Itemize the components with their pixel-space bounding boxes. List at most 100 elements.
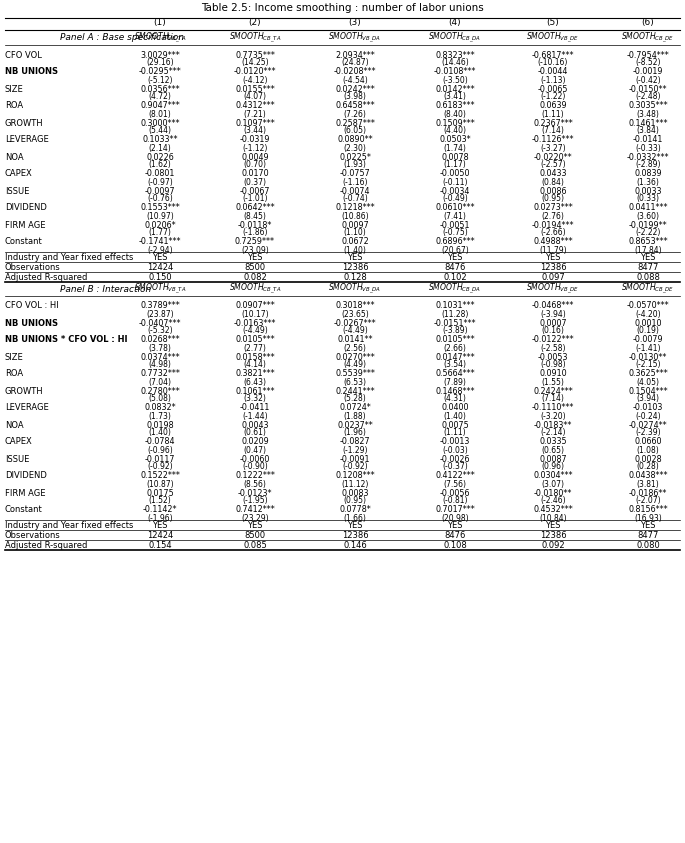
Text: (3.32): (3.32) (244, 395, 266, 404)
Text: 0.1033**: 0.1033** (142, 136, 177, 144)
Text: 0.0225*: 0.0225* (339, 153, 371, 162)
Text: 0.1461***: 0.1461*** (628, 119, 668, 127)
Text: 0.0206*: 0.0206* (144, 221, 176, 229)
Text: (-3.27): (-3.27) (540, 143, 566, 153)
Text: CAPEX: CAPEX (5, 169, 33, 179)
Text: (8.45): (8.45) (244, 212, 266, 221)
Text: 0.8156***: 0.8156*** (628, 506, 668, 514)
Text: (7.14): (7.14) (542, 395, 564, 404)
Text: -0.0141: -0.0141 (633, 136, 663, 144)
Text: (2.56): (2.56) (344, 343, 366, 352)
Text: 8476: 8476 (445, 262, 466, 271)
Text: (3.78): (3.78) (149, 343, 171, 352)
Text: (4.07): (4.07) (243, 93, 266, 101)
Text: 0.0142***: 0.0142*** (435, 84, 475, 94)
Text: (1.11): (1.11) (444, 428, 466, 438)
Text: 0.2441***: 0.2441*** (335, 386, 375, 395)
Text: (-4.49): (-4.49) (342, 326, 368, 336)
Text: (3.48): (3.48) (636, 110, 660, 119)
Text: ISSUE: ISSUE (5, 186, 29, 196)
Text: (-0.33): (-0.33) (635, 143, 661, 153)
Text: 0.0033: 0.0033 (634, 186, 662, 196)
Text: YES: YES (640, 253, 656, 261)
Text: (2): (2) (249, 19, 261, 28)
Text: 0.8323***: 0.8323*** (435, 51, 475, 60)
Text: (-0.75): (-0.75) (442, 228, 468, 238)
Text: 8477: 8477 (637, 262, 659, 271)
Text: FIRM AGE: FIRM AGE (5, 488, 45, 497)
Text: (1.17): (1.17) (444, 160, 466, 169)
Text: 0.7259***: 0.7259*** (235, 238, 275, 246)
Text: -0.0053: -0.0053 (538, 352, 569, 362)
Text: 0.0778*: 0.0778* (339, 506, 371, 514)
Text: 0.1504***: 0.1504*** (628, 386, 668, 395)
Text: (0.47): (0.47) (243, 445, 266, 454)
Text: (24.87): (24.87) (341, 58, 369, 67)
Text: (-1.22): (-1.22) (540, 93, 566, 101)
Text: (5.44): (5.44) (149, 126, 171, 136)
Text: (3.54): (3.54) (443, 361, 466, 369)
Text: 0.0356***: 0.0356*** (140, 84, 179, 94)
Text: 0.3789***: 0.3789*** (140, 302, 180, 310)
Text: (-0.11): (-0.11) (443, 178, 468, 186)
Text: (23.87): (23.87) (146, 309, 174, 319)
Text: 0.0610***: 0.0610*** (435, 203, 475, 212)
Text: 0.2424***: 0.2424*** (533, 386, 573, 395)
Text: (-3.89): (-3.89) (443, 326, 468, 336)
Text: -0.0801: -0.0801 (145, 169, 175, 179)
Text: -0.1741***: -0.1741*** (139, 238, 182, 246)
Text: (-1.01): (-1.01) (242, 195, 268, 203)
Text: 8476: 8476 (445, 530, 466, 540)
Text: 0.080: 0.080 (636, 540, 660, 550)
Text: 0.0411***: 0.0411*** (628, 203, 668, 212)
Text: (1.40): (1.40) (149, 428, 171, 438)
Text: Constant: Constant (5, 238, 42, 246)
Text: (1.93): (1.93) (344, 160, 366, 169)
Text: NB UNIONS: NB UNIONS (5, 319, 58, 327)
Text: (-3.20): (-3.20) (540, 411, 566, 421)
Text: YES: YES (152, 520, 168, 529)
Text: NB UNIONS: NB UNIONS (5, 67, 58, 77)
Text: 0.0075: 0.0075 (441, 421, 469, 429)
Text: 0.0198: 0.0198 (146, 421, 174, 429)
Text: (3.81): (3.81) (636, 480, 660, 488)
Text: (3.44): (3.44) (243, 126, 266, 136)
Text: (0.37): (0.37) (243, 178, 266, 186)
Text: (6.05): (6.05) (343, 126, 366, 136)
Text: 0.0175: 0.0175 (146, 488, 174, 497)
Text: -0.1110***: -0.1110*** (532, 404, 574, 412)
Text: (3.98): (3.98) (344, 93, 366, 101)
Text: -0.0117: -0.0117 (145, 454, 175, 464)
Text: -0.0468***: -0.0468*** (532, 302, 574, 310)
Text: (6.53): (6.53) (343, 378, 366, 386)
Text: -0.0122***: -0.0122*** (532, 336, 574, 345)
Text: (23.29): (23.29) (241, 513, 269, 523)
Text: DIVIDEND: DIVIDEND (5, 203, 47, 212)
Text: 0.0226: 0.0226 (146, 153, 174, 162)
Text: -0.0220**: -0.0220** (534, 153, 572, 162)
Text: 0.0832*: 0.0832* (144, 404, 176, 412)
Text: (-2.22): (-2.22) (635, 228, 661, 238)
Text: (4.40): (4.40) (443, 126, 466, 136)
Text: 0.0242***: 0.0242*** (335, 84, 375, 94)
Text: (-0.37): (-0.37) (442, 463, 468, 471)
Text: (-8.52): (-8.52) (635, 58, 661, 67)
Text: (3): (3) (349, 19, 362, 28)
Text: (3.84): (3.84) (636, 126, 660, 136)
Text: -0.6817***: -0.6817*** (532, 51, 574, 60)
Text: (10.87): (10.87) (146, 480, 174, 488)
Text: 0.5539***: 0.5539*** (335, 369, 375, 379)
Text: 0.128: 0.128 (343, 272, 367, 282)
Text: -0.0183**: -0.0183** (534, 421, 572, 429)
Text: (23.65): (23.65) (341, 309, 369, 319)
Text: (4.31): (4.31) (444, 395, 466, 404)
Text: (1.73): (1.73) (149, 411, 171, 421)
Text: (1.77): (1.77) (149, 228, 171, 238)
Text: 0.085: 0.085 (243, 540, 267, 550)
Text: (-4.49): (-4.49) (242, 326, 268, 336)
Text: (-1.12): (-1.12) (242, 143, 268, 153)
Text: 0.0209: 0.0209 (241, 438, 269, 447)
Text: (-2.89): (-2.89) (635, 160, 661, 169)
Text: (0.96): (0.96) (542, 463, 564, 471)
Text: (8.56): (8.56) (244, 480, 266, 488)
